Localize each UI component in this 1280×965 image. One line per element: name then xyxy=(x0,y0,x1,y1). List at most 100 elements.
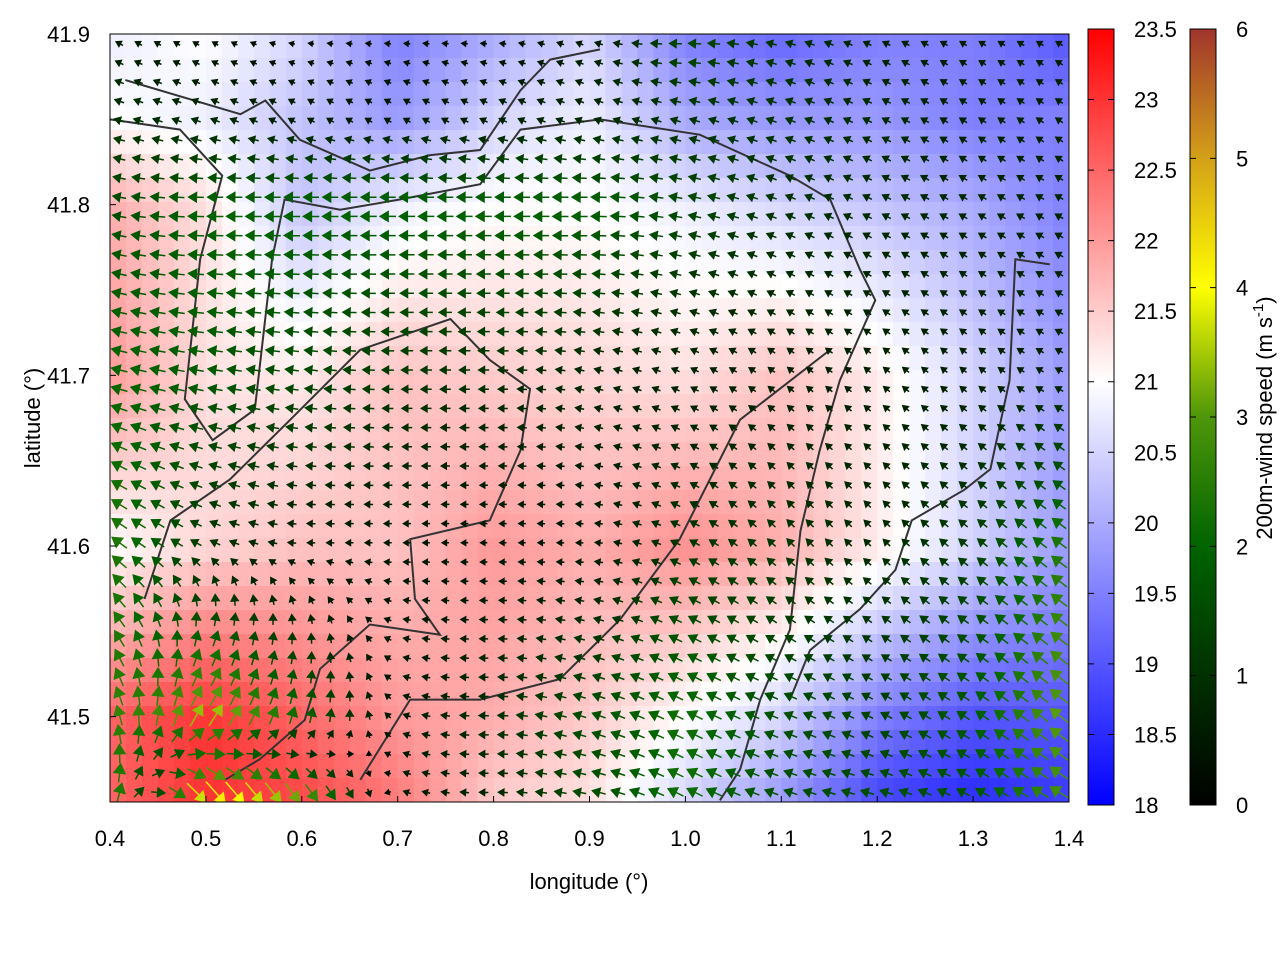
heat-cell xyxy=(333,706,351,731)
wind-arrow xyxy=(536,577,546,586)
wind-arrow xyxy=(901,347,910,355)
wind-arrow xyxy=(342,384,356,395)
wind-arrow xyxy=(208,500,222,510)
wind-arrow xyxy=(803,654,816,664)
heat-cell xyxy=(445,226,463,251)
wind-arrow xyxy=(364,40,372,48)
wind-arrow xyxy=(402,731,412,740)
wind-arrow xyxy=(1016,251,1026,260)
heat-cell xyxy=(525,538,543,563)
wind-arrow xyxy=(1015,213,1026,221)
wind-arrow xyxy=(458,365,471,375)
heat-cell xyxy=(477,322,495,347)
wind-arrow xyxy=(283,287,300,300)
wind-arrow xyxy=(169,172,184,184)
wind-arrow xyxy=(327,596,335,604)
wind-arrow xyxy=(574,462,584,471)
wind-arrow xyxy=(535,442,546,452)
wind-arrow xyxy=(187,287,205,300)
heat-cell xyxy=(621,322,639,347)
wind-arrow xyxy=(325,538,335,547)
wind-arrow xyxy=(707,96,720,107)
wind-arrow xyxy=(591,710,606,722)
wind-speed-tick-label: 3 xyxy=(1236,405,1248,430)
heat-cell xyxy=(717,106,734,131)
wind-arrow xyxy=(534,730,548,740)
wind-arrow xyxy=(571,172,587,184)
heat-cell xyxy=(349,130,367,155)
heat-cell xyxy=(717,442,734,467)
wind-arrow xyxy=(112,592,127,608)
wind-arrow xyxy=(1049,688,1069,704)
heat-cell xyxy=(765,322,782,347)
heat-cell xyxy=(269,394,287,419)
wind-arrow xyxy=(746,154,758,164)
heat-cell xyxy=(925,370,942,395)
wind-arrow xyxy=(668,250,682,261)
wind-arrow xyxy=(380,307,395,318)
wind-arrow xyxy=(150,499,165,510)
wind-arrow xyxy=(824,519,834,528)
wind-arrow xyxy=(728,386,738,394)
wind-arrow xyxy=(898,787,913,798)
heat-cell xyxy=(541,274,559,299)
wind-arrow xyxy=(687,634,702,645)
wind-arrow xyxy=(209,539,221,548)
wind-arrow xyxy=(649,58,663,68)
wind-arrow xyxy=(666,786,684,799)
wind-arrow xyxy=(456,249,473,261)
wind-arrow xyxy=(535,634,547,644)
wind-arrow xyxy=(267,649,279,665)
wind-arrow xyxy=(553,307,567,318)
heat-cell xyxy=(477,394,495,419)
wind-arrow xyxy=(572,729,587,741)
wind-arrow xyxy=(342,154,356,164)
wind-arrow xyxy=(326,40,334,48)
wind-arrow xyxy=(266,748,282,760)
wind-arrow xyxy=(341,287,357,299)
wind-arrow xyxy=(1016,40,1025,48)
wind-arrow xyxy=(1030,727,1049,742)
heat-cell xyxy=(973,82,990,107)
wind-arrow xyxy=(283,248,300,261)
wind-arrow xyxy=(362,403,375,414)
heat-cell xyxy=(925,202,942,227)
wind-arrow xyxy=(708,481,719,490)
wind-arrow xyxy=(707,615,721,625)
wind-arrow xyxy=(745,192,759,203)
wind-arrow xyxy=(784,212,796,222)
heat-cell xyxy=(925,394,942,419)
wind-arrow xyxy=(766,309,776,317)
wind-arrow xyxy=(842,193,854,202)
wind-arrow xyxy=(824,366,833,375)
wind-arrow xyxy=(650,77,662,87)
heat-cell xyxy=(573,610,591,635)
heat-cell xyxy=(989,298,1006,323)
heat-cell xyxy=(269,442,287,467)
wind-arrow xyxy=(343,135,355,145)
wind-arrow xyxy=(862,615,873,625)
wind-arrow xyxy=(383,59,392,67)
wind-arrow xyxy=(708,462,719,471)
wind-arrow xyxy=(860,711,874,721)
wind-arrow xyxy=(994,575,1009,587)
wind-arrow xyxy=(168,786,187,799)
heat-cell xyxy=(1037,514,1054,539)
wind-arrow xyxy=(1054,155,1064,164)
wind-arrow xyxy=(978,309,987,317)
heat-cell xyxy=(989,178,1006,203)
wind-arrow xyxy=(341,345,357,357)
heat-cell xyxy=(381,634,399,659)
wind-arrow xyxy=(187,364,204,376)
wind-arrow xyxy=(438,365,452,375)
axes: 0.4 0.5 0.6 0.7 0.8 0.9 1.0 1.1 1.2 1.3 1.441.541.… xyxy=(47,22,1084,851)
heat-cell xyxy=(381,754,399,779)
heat-cell xyxy=(893,298,910,323)
heat-cell xyxy=(333,418,351,443)
wind-arrow xyxy=(804,596,815,606)
wind-arrow xyxy=(400,154,413,164)
heat-cell xyxy=(653,250,671,275)
heat-cell xyxy=(317,322,335,347)
wind-arrow xyxy=(881,251,892,260)
wind-arrow xyxy=(382,461,393,471)
